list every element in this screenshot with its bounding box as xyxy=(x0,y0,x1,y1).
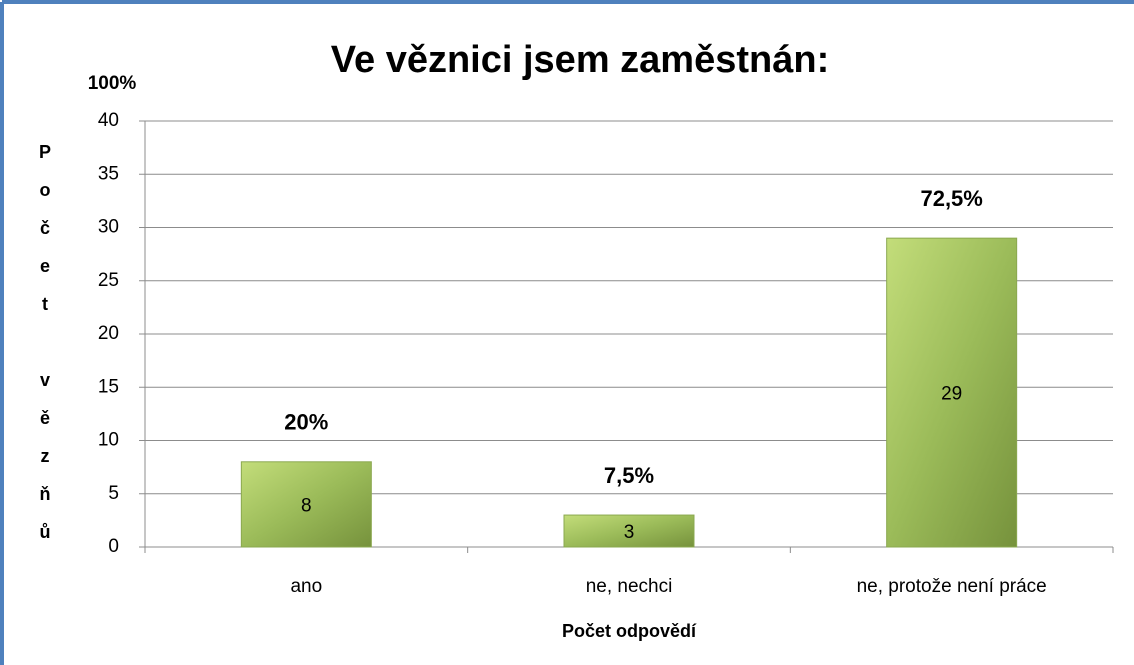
value-label: 29 xyxy=(941,384,962,405)
y-tick-label: 35 xyxy=(98,163,119,184)
value-label: 8 xyxy=(301,495,312,516)
annotation: 100% xyxy=(88,73,137,94)
bar xyxy=(563,514,695,548)
x-tick-label: ano xyxy=(290,576,322,597)
percent-label: 72,5% xyxy=(920,186,982,211)
y-tick-label: 10 xyxy=(98,430,119,451)
y-tick-label: 0 xyxy=(108,536,119,557)
y-tick-label: 25 xyxy=(98,270,119,291)
value-label: 3 xyxy=(624,522,635,543)
y-tick-label: 5 xyxy=(108,483,119,504)
y-tick-label: 40 xyxy=(98,110,119,131)
percent-label: 20% xyxy=(284,410,328,435)
percent-label: 7,5% xyxy=(604,463,654,488)
bar xyxy=(886,237,1018,548)
x-tick-label: ne, protože není práce xyxy=(857,576,1047,597)
y-tick-label: 30 xyxy=(98,217,119,238)
x-tick-label: ne, nechci xyxy=(586,576,673,597)
y-tick-label: 20 xyxy=(98,323,119,344)
bar xyxy=(240,461,372,548)
x-axis-label: Počet odpovědí xyxy=(562,621,697,641)
chart-title: Ve věznici jsem zaměstnán: xyxy=(331,39,829,81)
y-tick-label: 15 xyxy=(98,376,119,397)
